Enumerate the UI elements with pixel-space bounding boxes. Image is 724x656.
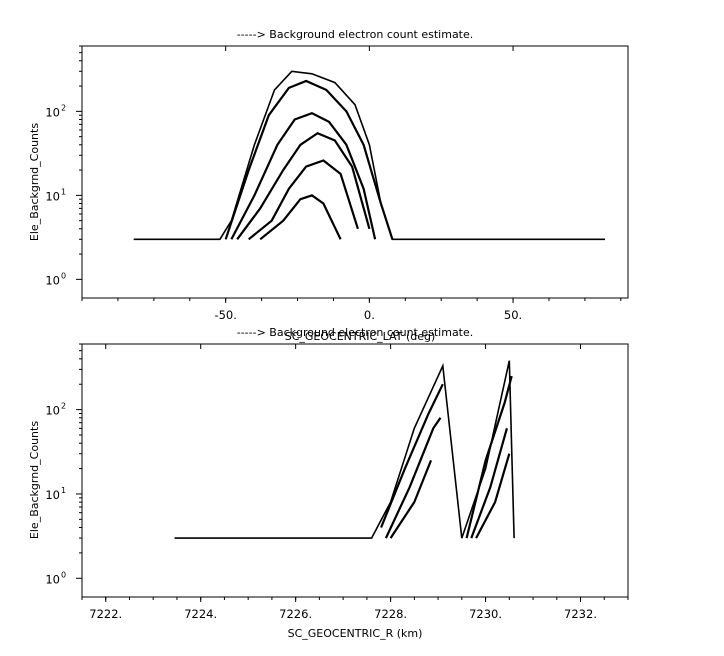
x-axis: 7222. 7224. 7226. 7228. 7230. 7232. xyxy=(81,344,629,621)
y-tick-exponent: 0 xyxy=(61,271,66,280)
y-tick-label: 10 xyxy=(45,105,60,119)
series-trace-3 xyxy=(389,459,433,539)
x-tick-label: 7228. xyxy=(374,607,407,621)
data-traces xyxy=(174,360,515,539)
y-tick-exponent: 2 xyxy=(61,103,66,112)
series-trace-3 xyxy=(236,131,371,240)
y-tick-label: 10 xyxy=(45,572,60,586)
y-tick-label: 10 xyxy=(45,273,60,287)
y-tick-label: 10 xyxy=(45,189,60,203)
series-trace-0 xyxy=(174,360,515,539)
x-axis-label: SC_GEOCENTRIC_LAT (deg) xyxy=(285,330,436,343)
x-tick-label: -50. xyxy=(214,308,236,322)
series-trace-1 xyxy=(380,383,444,528)
plot-frame xyxy=(81,45,629,299)
y-tick-label: 10 xyxy=(45,404,60,418)
y-tick-exponent: 2 xyxy=(61,402,66,411)
x-axis: -50. 0. 50. xyxy=(81,46,622,322)
plot-frame xyxy=(81,343,629,598)
chart-panel-radius: -----> Background electron count estimat… xyxy=(28,326,629,640)
y-axis-label: Ele_Backgrnd_Counts xyxy=(28,123,41,241)
series-trace-1 xyxy=(224,79,394,240)
series-trace-2 xyxy=(230,112,377,240)
chart-title: -----> Background electron count estimat… xyxy=(237,326,474,339)
series-trace-6 xyxy=(475,453,511,539)
x-axis-label: SC_GEOCENTRIC_R (km) xyxy=(288,627,423,640)
series-trace-5 xyxy=(259,194,342,241)
y-tick-exponent: 0 xyxy=(61,570,66,579)
chart-panel-latitude: -----> Background electron count estimat… xyxy=(28,28,629,343)
x-tick-label: 7230. xyxy=(469,607,502,621)
chart-title: -----> Background electron count estimat… xyxy=(237,28,474,41)
series-trace-5 xyxy=(470,428,508,539)
series-trace-0 xyxy=(133,70,605,241)
y-tick-exponent: 1 xyxy=(61,486,66,495)
x-tick-label: 50. xyxy=(504,308,522,322)
x-tick-label: 7226. xyxy=(279,607,312,621)
x-tick-label: 7232. xyxy=(564,607,597,621)
x-tick-label: 7224. xyxy=(184,607,217,621)
data-traces xyxy=(133,70,605,241)
series-trace-4 xyxy=(465,375,513,539)
series-trace-4 xyxy=(248,159,359,241)
y-tick-exponent: 1 xyxy=(61,187,66,196)
x-tick-label: 0. xyxy=(364,308,375,322)
y-axis-label: Ele_Backgrnd_Counts xyxy=(28,421,41,539)
series-trace-2 xyxy=(384,417,442,539)
y-tick-label: 10 xyxy=(45,488,60,502)
x-tick-label: 7222. xyxy=(89,607,122,621)
